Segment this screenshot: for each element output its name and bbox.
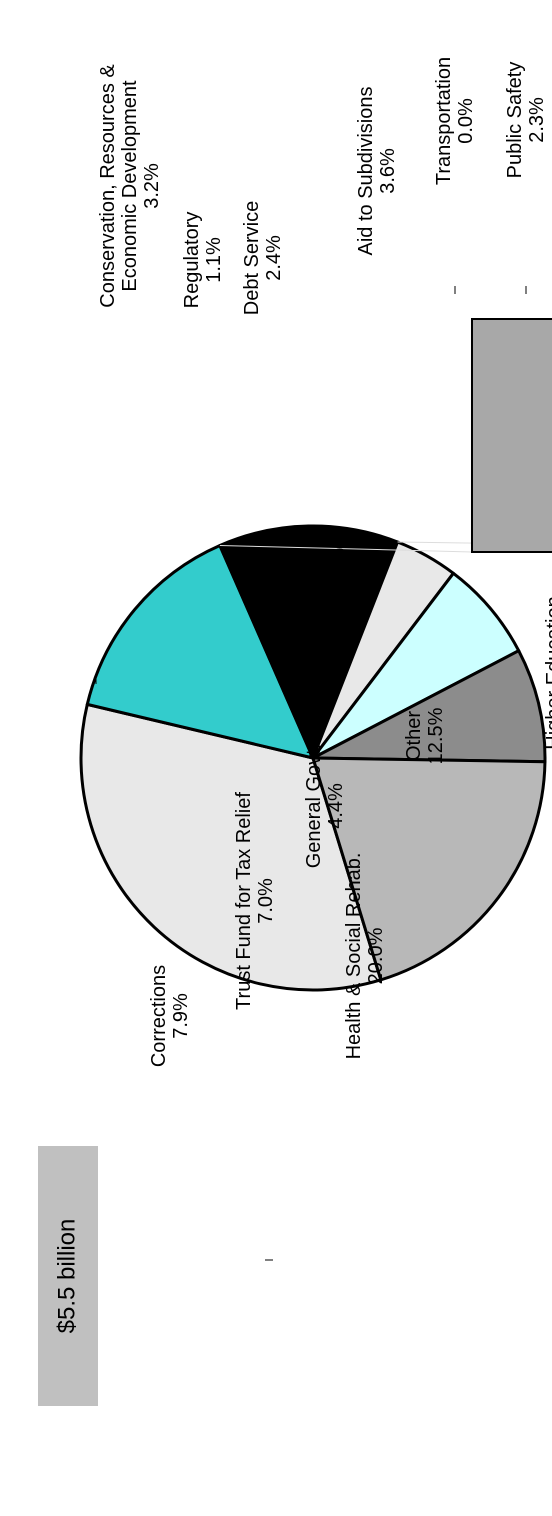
slice-label-name: Health & Social Rehab. (343, 853, 365, 1060)
slice-label-other: Other 12.5% (403, 707, 447, 764)
bar-segment-conservation-resources-economic-development (472, 319, 552, 552)
breakdown-label-value: 2.4% (263, 235, 285, 281)
slice-label-value: 12.5% (425, 707, 447, 764)
breakdown-label-name: Debt Service (241, 201, 263, 316)
slice-label-value: 7.9% (170, 993, 192, 1039)
breakdown-label-name: Transportation (433, 57, 455, 185)
slice-label-value: 20.0% (365, 927, 387, 984)
slice-label-name: General Govt. (303, 744, 325, 869)
breakdown-label-value: 0.0% (455, 98, 477, 144)
breakdown-label-name: Aid to Subdivisions (355, 87, 377, 256)
breakdown-label-transportation: Transportation 0.0% (433, 57, 477, 185)
slice-label-name: Corrections (148, 965, 170, 1067)
breakdown-label-regulatory: Regulatory 1.1% (181, 212, 225, 309)
other-breakdown-bar (472, 319, 552, 552)
breakdown-label-name: Public Safety (504, 62, 526, 179)
slice-label-higher-education: Higher Education14.7% (543, 596, 552, 749)
breakdown-label-value: 2.3% (526, 97, 548, 143)
slice-label-name: Other (403, 711, 425, 761)
breakdown-label-value: 1.1% (203, 237, 225, 283)
breakdown-labels: Conservation, Resources & Economic Develo… (97, 57, 548, 315)
breakdown-label-value: 3.6% (377, 148, 399, 194)
breakdown-label-conservation-resources-economic-development: Conservation, Resources & Economic Develo… (97, 64, 163, 308)
breakdown-label-value: 3.2% (141, 163, 163, 209)
slice-label-name: Education (328, 537, 350, 626)
slice-label-value: 33.4% (350, 552, 372, 609)
slice-label-value: 4.4% (325, 783, 347, 829)
breakdown-label-aid-to-subdivisions: Aid to Subdivisions 3.6% (355, 87, 399, 256)
slice-label-value: 7.0% (255, 878, 277, 924)
title-box: $5.5 billion (38, 1146, 98, 1406)
breakdown-label-name: Regulatory (181, 212, 203, 309)
slice-label-name: Trust Fund for Tax Relief (233, 792, 255, 1010)
breakdown-label-name: Conservation, Resources & (97, 64, 119, 308)
breakdown-label-debt-service: Debt Service 2.4% (241, 201, 285, 316)
breakdown-label-name: Economic Development (119, 80, 141, 292)
slice-label-name: Higher Education (543, 596, 552, 749)
slice-label-corrections: Corrections 7.9% (148, 965, 192, 1067)
breakdown-label-public-safety: Public Safety 2.3% (504, 62, 548, 179)
chart-title: $5.5 billion (53, 1219, 80, 1334)
